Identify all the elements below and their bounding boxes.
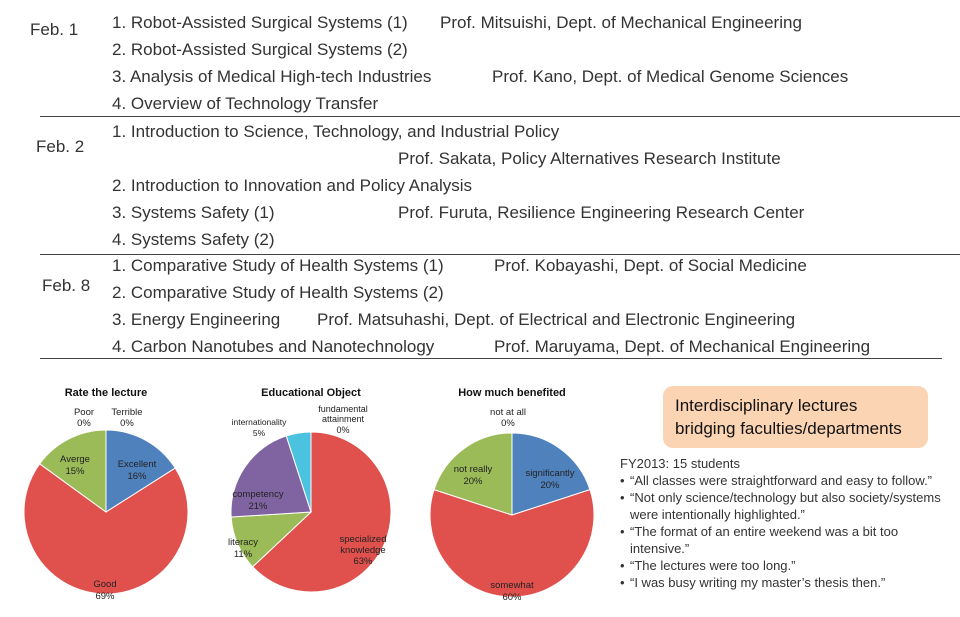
pie-slice-significantly [511,432,591,516]
slice-label-fundamental-attainment-2: attainment [322,414,365,424]
slice-label-specialized-knowledge-2: knowledge [340,545,385,556]
pie-slice-somewhat [429,489,595,598]
lecture-title: 3. Analysis of Medical High-tech Industr… [112,67,432,86]
slice-value-competency: 21% [248,501,268,512]
lecture-title: 2. Robot-Assisted Surgical Systems (2) [112,40,408,59]
slice-value-internationality: 5% [253,428,266,438]
lecture-instructor: Prof. Sakata, Policy Alternatives Resear… [398,149,781,168]
slice-value-not-at-all: 0% [501,418,515,429]
lecture-instructor: Prof. Matsuhashi, Dept. of Electrical an… [317,310,796,329]
pie-slice-specialized-knowledge [251,431,392,593]
comment-item: “All classes were straightforward and ea… [620,472,950,489]
lecture-instructor: Prof. Kano, Dept. of Medical Genome Scie… [492,67,849,86]
slice-value-poor: 0% [77,418,91,429]
student-feedback: FY2013: 15 students “All classes were st… [620,455,950,591]
day-label-feb-8: Feb. 8 [42,276,91,295]
chart-title: Educational Object [261,387,361,399]
lecture-title: 4. Carbon Nanotubes and Nanotechnology [112,337,435,356]
slice-label-specialized-knowledge: specialized [340,534,387,545]
comment-item: “Not only science/technology but also so… [620,489,950,523]
divider-line [40,358,942,359]
slice-value-excellent: 16% [127,471,147,482]
comment-item: “I was busy writing my master’s thesis t… [620,574,950,591]
day-label-feb-1: Feb. 1 [30,20,79,39]
slice-label-terrible: Terrible [111,407,142,418]
lecture-instructor: Prof. Maruyama, Dept. of Mechanical Engi… [494,337,871,356]
lecture-title: 2. Comparative Study of Health Systems (… [112,283,444,302]
day-label-feb-2: Feb. 2 [36,137,85,156]
slice-value-literacy: 11% [234,549,253,560]
slice-value-terrible: 0% [120,418,134,429]
interdisciplinary-callout: Interdisciplinary lectures bridging facu… [663,386,928,448]
slice-value-good: 69% [95,591,115,602]
slice-value-specialized-knowledge: 63% [353,556,373,567]
slice-value-fundamental-attainment: 0% [336,425,349,435]
pie-slice-good [23,463,189,595]
cohort-summary: FY2013: 15 students [620,456,740,471]
lecture-title: 4. Systems Safety (2) [112,230,275,249]
slice-label-competency: competency [232,489,283,500]
divider-line [40,116,960,117]
pie-chart-rate-the-lecture: Rate the lecture Poor 0% Terrible 0% Ave… [23,387,189,602]
slice-label-somewhat: somewhat [490,580,534,591]
pie-slice-excellent [105,429,176,513]
slice-value-not-really: 20% [463,476,483,487]
comment-item: “The lectures were too long.” [620,557,950,574]
slice-label-not-really: not really [454,464,493,475]
slice-label-excellent: Excellent [118,459,157,470]
lecture-title: 4. Overview of Technology Transfer [112,94,379,113]
slice-label-literacy: literacy [228,537,258,548]
lecture-instructor: Prof. Kobayashi, Dept. of Social Medicin… [494,256,807,275]
pie-chart-how-much-benefited: How much benefited not at all 0% not rea… [429,387,595,603]
comment-item: “The format of an entire weekend was a b… [620,523,950,557]
pie-slice-averge [38,429,107,513]
chart-title: Rate the lecture [65,387,148,399]
lecture-title: 1. Robot-Assisted Surgical Systems (1) [112,13,408,32]
divider-line [40,254,960,255]
slice-value-significantly: 20% [540,480,560,491]
slice-label-not-at-all: not at all [490,407,526,418]
slice-value-somewhat: 60% [502,592,522,603]
slice-label-poor: Poor [74,407,94,418]
callout-line-2: bridging faculties/departments [675,419,902,438]
slice-label-significantly: significantly [525,468,574,479]
lecture-title: 1. Introduction to Science, Technology, … [112,122,560,141]
pie-slice-competency [230,435,312,518]
lecture-title: 3. Systems Safety (1) [112,203,275,222]
pie-slice-internationality [285,431,312,513]
slice-label-internationality: internationality [232,417,288,427]
callout-line-1: Interdisciplinary lectures [675,396,858,415]
lecture-title: 2. Introduction to Innovation and Policy… [112,176,473,195]
slice-value-averge: 15% [65,466,85,477]
lecture-instructor: Prof. Mitsuishi, Dept. of Mechanical Eng… [440,13,802,32]
chart-title: How much benefited [458,387,566,399]
comment-list: “All classes were straightforward and ea… [620,472,950,591]
lecture-title: 3. Energy Engineering [112,310,281,329]
lecture-instructor: Prof. Furuta, Resilience Engineering Res… [398,203,805,222]
slice-label-fundamental-attainment: fundamental [318,404,368,414]
pie-slice-not-really [433,432,513,516]
pie-chart-educational-object: Educational Object fundamental attainmen… [228,387,392,593]
lecture-title: 1. Comparative Study of Health Systems (… [112,256,444,275]
slice-label-averge: Averge [60,454,90,465]
slice-label-good: Good [93,579,116,590]
